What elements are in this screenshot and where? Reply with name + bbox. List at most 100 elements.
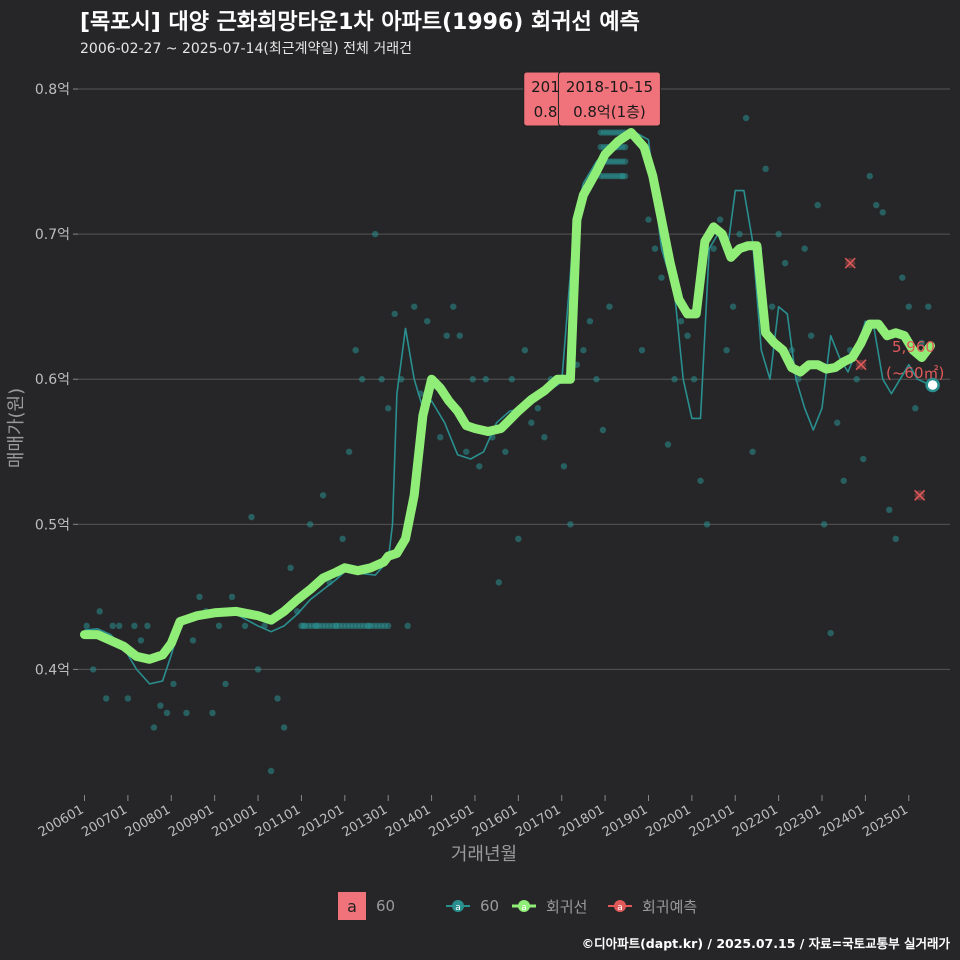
annotation-date: 2018-10-15 [566, 78, 653, 96]
transaction-point [769, 303, 775, 309]
legend-forecast: a 회귀예측 [606, 892, 697, 920]
transaction-point [476, 463, 482, 469]
transaction-point [103, 695, 109, 701]
transaction-point [196, 594, 202, 600]
transaction-point [899, 274, 905, 280]
transaction-point [470, 376, 476, 382]
legend-text-key: a 60 [338, 892, 395, 920]
x-tick-label: 201801 [557, 802, 607, 840]
legend-text-key-label: 60 [376, 897, 395, 915]
x-axis-ticks: 2006012007012008012009012010012011012012… [36, 802, 911, 840]
series-lines [85, 133, 931, 684]
transaction-point [157, 702, 163, 708]
x-tick-label: 201001 [210, 802, 260, 840]
transaction-point [281, 724, 287, 730]
transaction-point [83, 623, 89, 629]
transaction-point [730, 303, 736, 309]
transaction-point [691, 376, 697, 382]
svg-text:a: a [617, 903, 623, 913]
transaction-point [352, 347, 358, 353]
x-tick-label: 201701 [513, 802, 563, 840]
transaction-point [496, 579, 502, 585]
transaction-point [522, 347, 528, 353]
y-tick-label: 0.8억 [35, 82, 70, 98]
transaction-point [359, 376, 365, 382]
transaction-point [801, 245, 807, 251]
transaction-point [372, 231, 378, 237]
x-tick-label: 202001 [643, 802, 693, 840]
legend-regression: a 회귀선 [510, 892, 587, 920]
transaction-point [873, 202, 879, 208]
legend-regression-label: 회귀선 [546, 896, 587, 917]
x-tick-label: 202201 [730, 802, 780, 840]
transaction-point [723, 347, 729, 353]
transaction-point [424, 318, 430, 324]
transaction-point [183, 710, 189, 716]
transaction-point [209, 710, 215, 716]
x-tick-label: 201201 [296, 802, 346, 840]
x-tick-label: 201901 [600, 802, 650, 840]
transaction-point [587, 318, 593, 324]
transaction-point [255, 666, 261, 672]
transaction-point [678, 318, 684, 324]
transaction-point [600, 427, 606, 433]
transaction-point [645, 216, 651, 222]
transaction-point [138, 637, 144, 643]
x-tick-label: 202501 [860, 802, 910, 840]
transaction-point [867, 173, 873, 179]
transaction-point [593, 376, 599, 382]
x-tick-label: 200901 [166, 802, 216, 840]
legend-series-60-label: 60 [480, 897, 499, 915]
transaction-point [808, 332, 814, 338]
transaction-point [170, 681, 176, 687]
x-tick-label: 202401 [817, 802, 867, 840]
transaction-point [886, 507, 892, 513]
svg-text:a: a [455, 903, 461, 913]
transaction-point [684, 332, 690, 338]
x-tick-label: 201501 [426, 802, 476, 840]
transaction-point [880, 209, 886, 215]
transaction-point [622, 158, 628, 164]
series-60-line [85, 133, 931, 684]
transaction-point [274, 695, 280, 701]
transaction-point [606, 303, 612, 309]
transaction-point [567, 521, 573, 527]
grid-lines [73, 89, 950, 801]
transaction-point [190, 637, 196, 643]
green-line-icon: a [510, 892, 538, 920]
transaction-point [515, 536, 521, 542]
transaction-point [110, 623, 116, 629]
x-tick-label: 202101 [687, 802, 737, 840]
price-chart: 0.4억0.5억0.6억0.7억0.8억 2006012007012008012… [0, 0, 960, 960]
transaction-point [385, 623, 391, 629]
transaction-point [665, 441, 671, 447]
x-tick-label: 202301 [774, 802, 824, 840]
x-tick-label: 200801 [123, 802, 173, 840]
transaction-point [502, 449, 508, 455]
transaction-point [893, 536, 899, 542]
transaction-point [528, 420, 534, 426]
transaction-point [483, 376, 489, 382]
transaction-point [658, 274, 664, 280]
transaction-point [782, 260, 788, 266]
transaction-point [131, 623, 137, 629]
transaction-point [216, 623, 222, 629]
x-tick-label: 200701 [79, 802, 129, 840]
transaction-point [248, 514, 254, 520]
transaction-point [391, 311, 397, 317]
transaction-point [346, 449, 352, 455]
x-tick-label: 201401 [383, 802, 433, 840]
svg-text:a: a [521, 903, 527, 913]
teal-line-icon: a [444, 892, 472, 920]
transaction-point [116, 623, 122, 629]
x-tick-label: 200601 [36, 802, 86, 840]
transaction-point [151, 724, 157, 730]
transaction-point [736, 231, 742, 237]
x-axis-title: 거래년월 [451, 844, 517, 865]
transaction-point [229, 594, 235, 600]
y-axis-ticks: 0.4억0.5억0.6억0.7억0.8억 [35, 82, 70, 678]
transaction-point [535, 405, 541, 411]
y-tick-label: 0.4억 [35, 662, 70, 678]
latest-area-label: (~60㎡) [886, 364, 944, 382]
transaction-point [405, 623, 411, 629]
